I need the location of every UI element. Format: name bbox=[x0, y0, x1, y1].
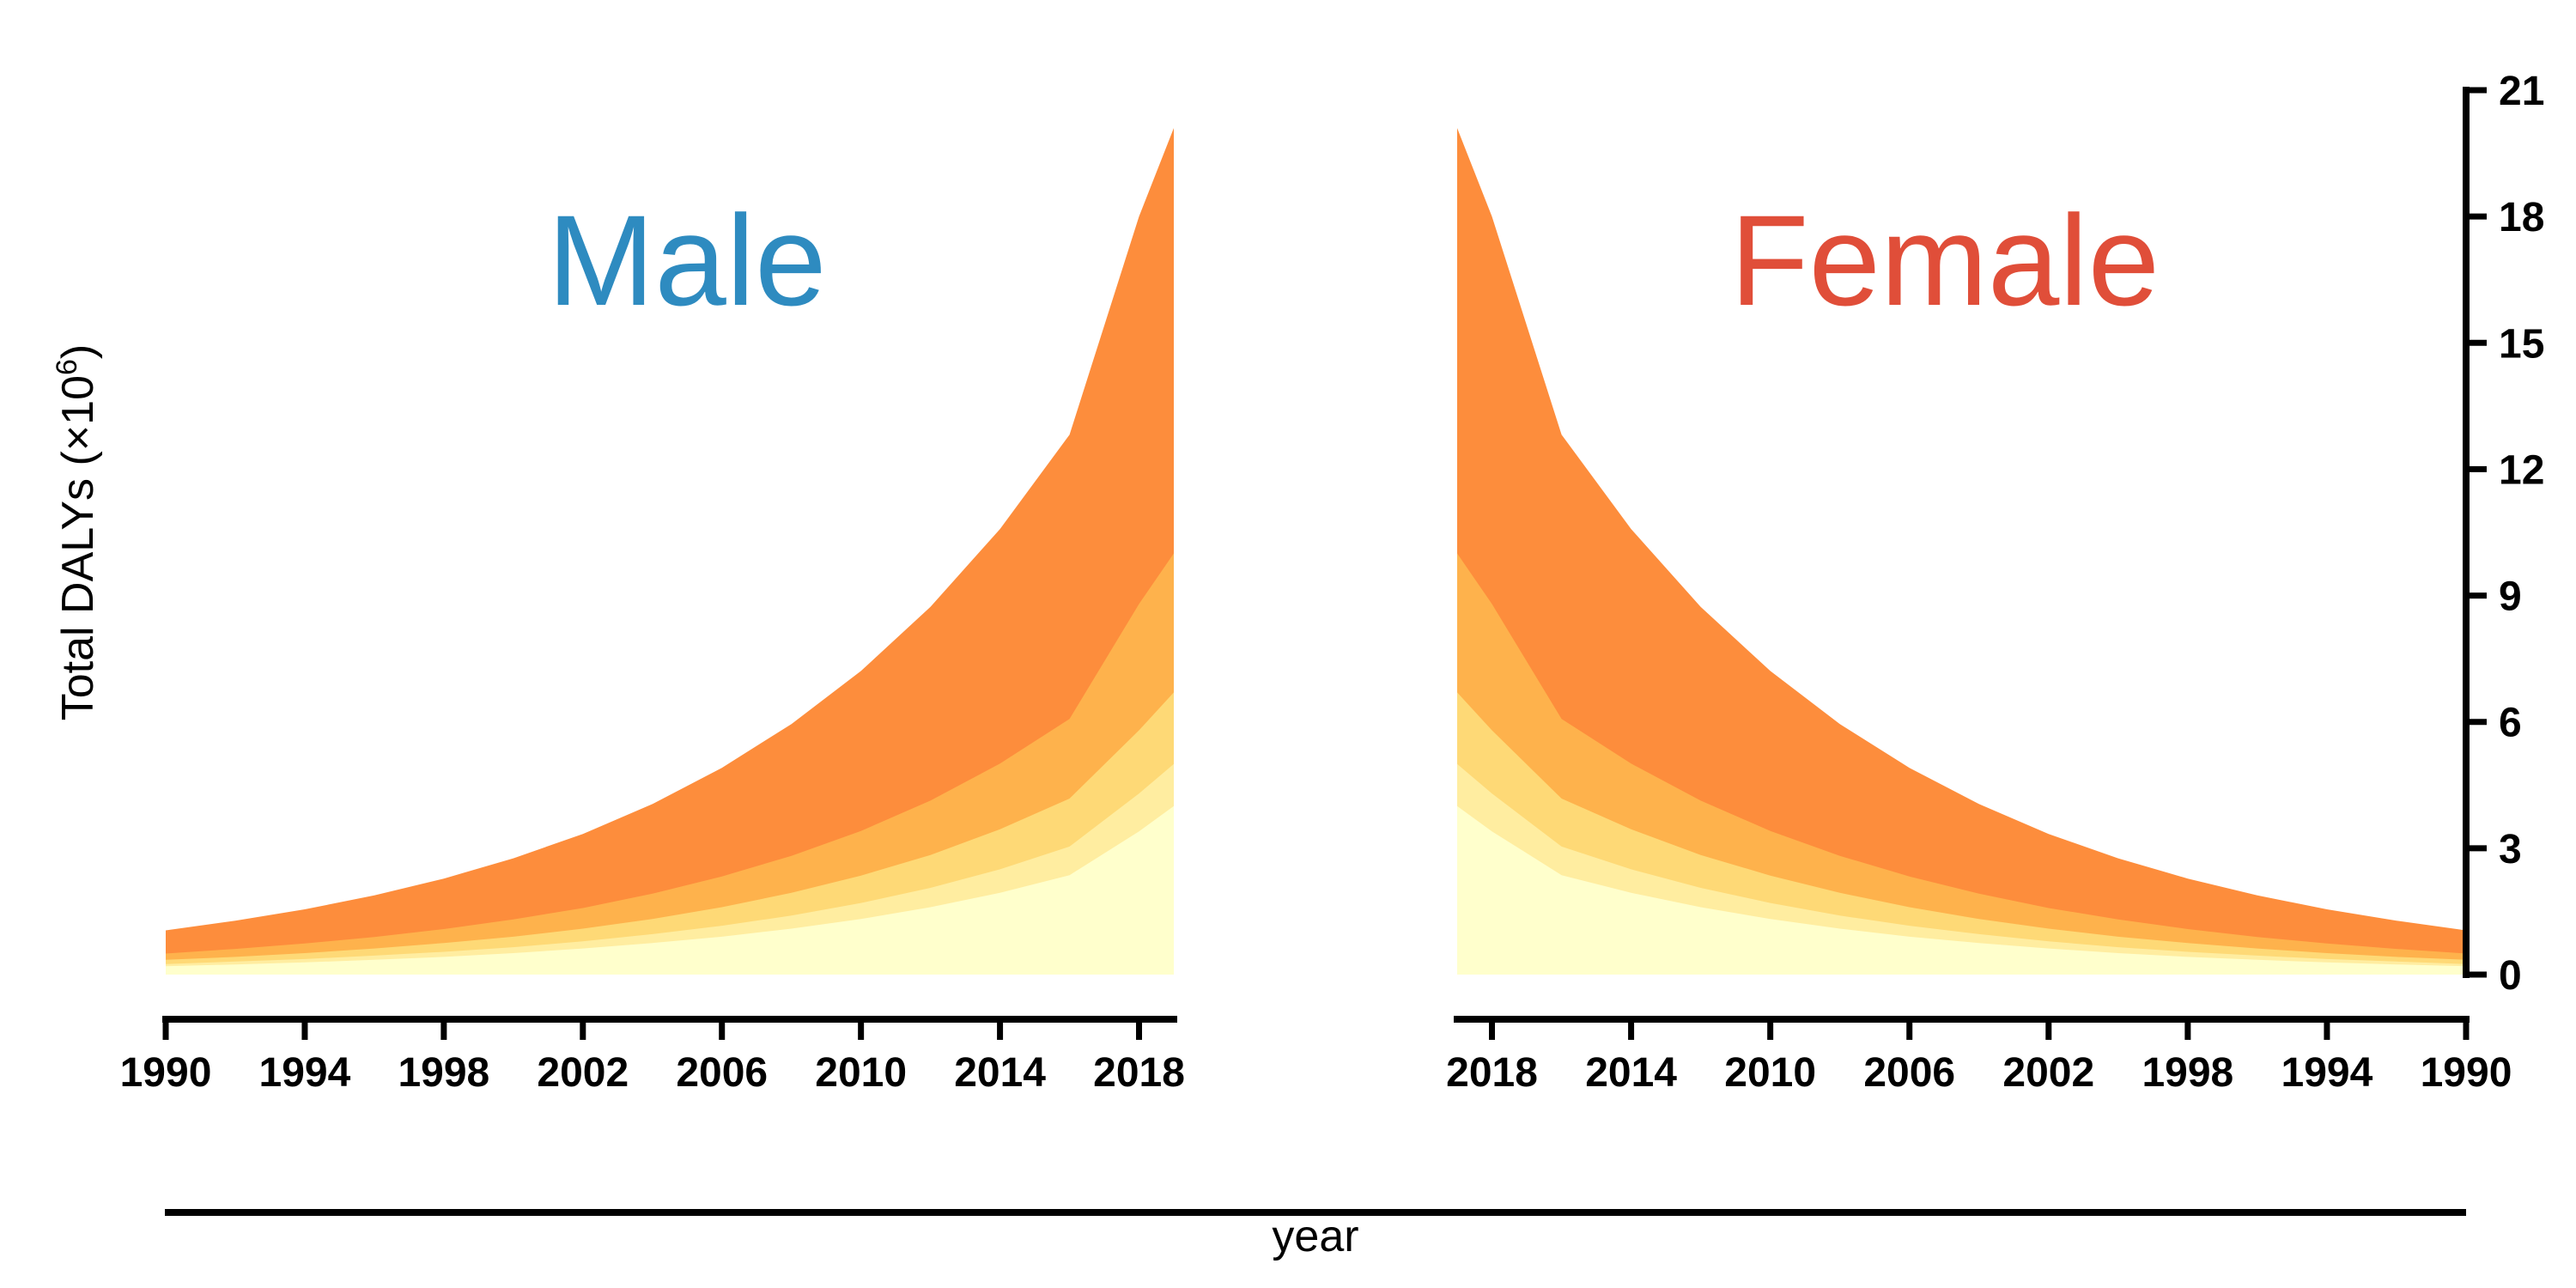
male-x-tick-label: 2010 bbox=[815, 1050, 907, 1096]
male-x-tick-label: 1998 bbox=[398, 1050, 489, 1096]
male-x-tick-label: 2018 bbox=[1093, 1050, 1185, 1096]
male-x-tick-label: 2006 bbox=[676, 1050, 768, 1096]
female-x-tick-label: 1998 bbox=[2142, 1050, 2233, 1096]
y-tick-label: 9 bbox=[2499, 574, 2522, 620]
male-x-tick-label: 2002 bbox=[537, 1050, 629, 1096]
female-x-tick-label: 1990 bbox=[2421, 1050, 2512, 1096]
y-tick-label: 3 bbox=[2499, 827, 2522, 872]
male-x-tick-label: 1994 bbox=[259, 1050, 351, 1096]
female-x-tick-label: 2014 bbox=[1585, 1050, 1677, 1096]
female-area-layers bbox=[1457, 128, 2466, 975]
y-axis-title-close: ) bbox=[53, 344, 103, 359]
male-x-axis: 1990 1994 1998 2002 2006 2010 2014 2018 bbox=[120, 1016, 1185, 1096]
female-x-tick-label: 1994 bbox=[2281, 1050, 2373, 1096]
y-axis: 0 3 6 9 12 15 18 21 bbox=[2463, 69, 2544, 999]
female-area-layer-1 bbox=[1457, 805, 2466, 975]
female-x-tick-label: 2002 bbox=[2002, 1050, 2094, 1096]
male-panel-title: Male bbox=[547, 188, 826, 332]
female-area-layer-5 bbox=[1457, 128, 2466, 975]
y-tick-label: 12 bbox=[2499, 447, 2544, 493]
y-axis-title-text: Total DALYs (×10 bbox=[53, 375, 103, 720]
female-x-tick-label: 2018 bbox=[1446, 1050, 1538, 1096]
y-axis-title: Total DALYs (×106) bbox=[51, 344, 103, 721]
female-x-axis: 1990 1994 1998 2002 2006 2010 2014 2018 bbox=[1446, 1016, 2512, 1096]
y-tick-label: 21 bbox=[2499, 69, 2544, 114]
y-tick-label: 0 bbox=[2499, 953, 2522, 999]
y-tick-label: 6 bbox=[2499, 701, 2522, 746]
male-x-tick-label: 2014 bbox=[954, 1050, 1046, 1096]
y-axis-title-exponent: 6 bbox=[51, 359, 83, 375]
male-area-layers bbox=[166, 128, 1174, 975]
male-x-tick-label: 1990 bbox=[120, 1050, 212, 1096]
female-panel-title: Female bbox=[1730, 188, 2160, 332]
x-axis-title: year bbox=[1272, 1212, 1358, 1261]
male-area-layer-1 bbox=[166, 805, 1174, 975]
y-tick-label: 15 bbox=[2499, 321, 2544, 367]
female-x-tick-label: 2006 bbox=[1863, 1050, 1955, 1096]
male-area-layer-5 bbox=[166, 128, 1174, 975]
y-tick-label: 18 bbox=[2499, 195, 2544, 240]
female-x-tick-label: 2010 bbox=[1724, 1050, 1816, 1096]
